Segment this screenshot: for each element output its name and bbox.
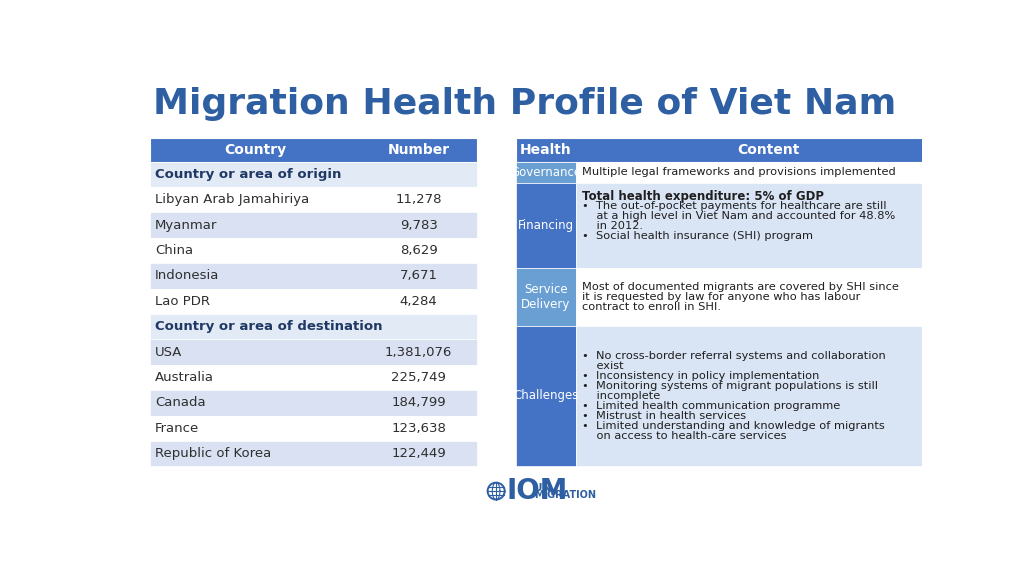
Bar [515,183,575,268]
Bar [150,314,477,339]
Text: Indonesia: Indonesia [155,270,219,282]
Text: •  Limited health communication programme: • Limited health communication programme [583,401,841,411]
Text: Australia: Australia [155,371,214,384]
Text: incomplete: incomplete [583,391,660,401]
Text: •  No cross-border referral systems and collaboration: • No cross-border referral systems and c… [583,351,886,361]
Text: 7,671: 7,671 [399,270,437,282]
Bar [515,161,575,183]
Text: Financing: Financing [518,219,573,232]
Text: 1,381,076: 1,381,076 [385,346,453,359]
Text: •  Monitoring systems of migrant populations is still: • Monitoring systems of migrant populati… [583,381,879,391]
Bar [150,161,477,187]
Text: Lao PDR: Lao PDR [155,295,210,308]
Bar [150,365,477,390]
Text: 123,638: 123,638 [391,422,446,435]
Text: Country: Country [224,143,286,157]
Bar [150,289,477,314]
Text: MIGRATION: MIGRATION [535,490,596,500]
Text: Myanmar: Myanmar [155,218,217,232]
Text: Content: Content [737,143,800,157]
Bar [150,416,477,441]
Text: USA: USA [155,346,182,359]
Bar [575,268,961,325]
Text: Canada: Canada [155,396,206,410]
Text: •  The out-of-pocket payments for healthcare are still: • The out-of-pocket payments for healthc… [583,201,887,211]
Bar [150,187,477,213]
Bar [150,238,477,263]
Text: Country or area of destination: Country or area of destination [155,320,383,333]
Bar [150,339,477,365]
Text: 122,449: 122,449 [391,447,446,460]
Text: Most of documented migrants are covered by SHI since: Most of documented migrants are covered … [583,282,899,291]
Bar [515,268,575,325]
Text: Health: Health [520,143,571,157]
Bar [150,213,477,238]
Text: exist: exist [583,361,624,371]
Text: 225,749: 225,749 [391,371,446,384]
Text: Libyan Arab Jamahiriya: Libyan Arab Jamahiriya [155,193,309,206]
Text: Total health expenditure: 5% of GDP: Total health expenditure: 5% of GDP [583,190,824,203]
Text: France: France [155,422,200,435]
Text: Service
Delivery: Service Delivery [521,283,570,310]
Text: Governance: Governance [510,166,582,179]
Text: Challenges: Challenges [513,389,579,403]
Text: 8,629: 8,629 [399,244,437,257]
Bar [150,441,477,467]
Text: •  Social health insurance (SHI) program: • Social health insurance (SHI) program [583,231,813,241]
Text: on access to health-care services: on access to health-care services [583,431,786,441]
Text: •  Inconsistency in policy implementation: • Inconsistency in policy implementation [583,371,819,381]
Bar [150,390,477,416]
Text: •  Limited understanding and knowledge of migrants: • Limited understanding and knowledge of… [583,421,885,431]
Bar [515,138,961,161]
Text: Country or area of origin: Country or area of origin [155,168,341,181]
Text: •  Mistrust in health services: • Mistrust in health services [583,411,746,421]
Text: UN: UN [535,483,551,493]
Bar [150,263,477,289]
Text: 9,783: 9,783 [399,218,437,232]
Bar [575,325,961,467]
Text: China: China [155,244,194,257]
Text: it is requested by law for anyone who has labour: it is requested by law for anyone who ha… [583,291,860,302]
Bar [575,161,961,183]
Text: Republic of Korea: Republic of Korea [155,447,271,460]
Text: IOM: IOM [507,477,568,505]
Bar [515,325,575,467]
Bar [575,183,961,268]
Text: in 2012.: in 2012. [583,221,643,231]
Text: Multiple legal frameworks and provisions implemented: Multiple legal frameworks and provisions… [583,167,896,177]
Text: 184,799: 184,799 [391,396,445,410]
Bar [150,138,477,161]
Text: Migration Health Profile of Viet Nam: Migration Health Profile of Viet Nam [154,87,896,121]
Text: contract to enroll in SHI.: contract to enroll in SHI. [583,302,721,312]
Text: Number: Number [387,143,450,157]
Text: 11,278: 11,278 [395,193,442,206]
Text: at a high level in Viet Nam and accounted for 48.8%: at a high level in Viet Nam and accounte… [583,211,895,221]
Text: 4,284: 4,284 [399,295,437,308]
